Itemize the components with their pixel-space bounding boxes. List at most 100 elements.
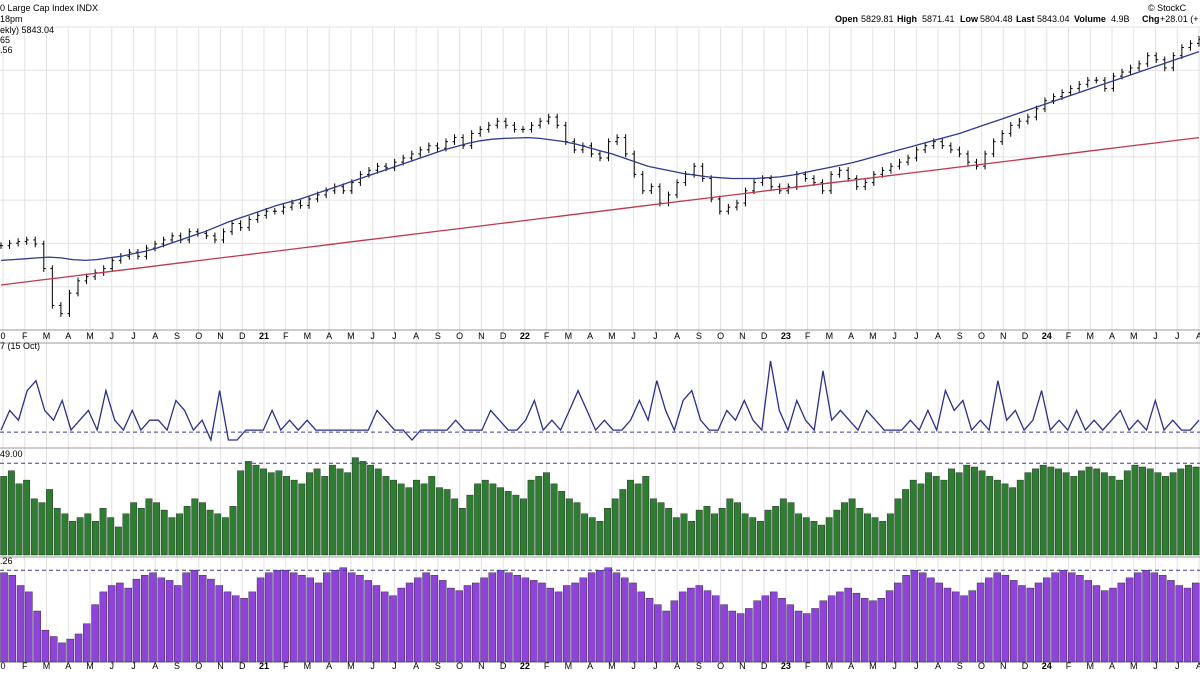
green-bar bbox=[382, 476, 390, 556]
chart-title: 0 Large Cap Index INDX bbox=[0, 3, 98, 13]
price-bar bbox=[33, 236, 38, 248]
green-bar bbox=[191, 498, 199, 556]
price-bar bbox=[1077, 81, 1082, 92]
purple-bar bbox=[662, 610, 670, 663]
x-tick-label-lower: A bbox=[152, 661, 158, 671]
green-bar bbox=[61, 513, 69, 556]
x-tick-label-upper: J bbox=[1175, 331, 1180, 341]
purple-bar bbox=[1026, 587, 1034, 663]
purple-bar bbox=[786, 604, 794, 663]
x-tick-label-lower: D bbox=[239, 661, 246, 671]
purple-bar bbox=[74, 633, 83, 663]
green-bar bbox=[76, 517, 84, 556]
price-bar bbox=[1008, 121, 1013, 137]
price-bar bbox=[965, 150, 970, 166]
price-bar bbox=[93, 269, 98, 281]
x-tick-label-lower: J bbox=[1175, 661, 1180, 671]
green-bar bbox=[336, 468, 344, 556]
green-bar bbox=[925, 472, 932, 556]
green-bar bbox=[260, 468, 268, 556]
x-tick-label-lower: J bbox=[1153, 661, 1158, 671]
price-bar bbox=[1025, 113, 1030, 125]
green-bar bbox=[7, 470, 15, 556]
price-bar bbox=[341, 183, 346, 195]
green-bar bbox=[1047, 466, 1055, 556]
price-bar bbox=[897, 158, 902, 170]
green-bar bbox=[520, 498, 527, 556]
x-tick-label-lower: A bbox=[587, 661, 593, 671]
x-tick-label-upper: M bbox=[347, 331, 355, 341]
green-bar bbox=[1078, 470, 1085, 556]
green-bar bbox=[978, 470, 986, 556]
x-tick-label-upper: M bbox=[608, 331, 616, 341]
watermark: © StockC bbox=[1148, 3, 1187, 13]
purple-bar bbox=[232, 595, 240, 663]
purple-bar bbox=[894, 582, 902, 663]
green-bar bbox=[779, 498, 787, 556]
green-bar bbox=[92, 521, 99, 556]
purple-bar bbox=[149, 572, 157, 663]
price-bar bbox=[76, 277, 81, 297]
purple-bar bbox=[438, 580, 447, 663]
x-tick-label-lower: F bbox=[1066, 661, 1072, 671]
price-bar bbox=[1034, 105, 1039, 121]
green-bar bbox=[1070, 476, 1078, 556]
purple-bar bbox=[654, 604, 662, 663]
purple-bar bbox=[16, 585, 25, 663]
purple-bar-panel bbox=[0, 567, 1200, 663]
x-tick-label-lower: A bbox=[326, 661, 332, 671]
purple-bar bbox=[298, 575, 306, 663]
x-tick-label-lower: N bbox=[217, 661, 224, 671]
x-tick-label-upper: O bbox=[717, 331, 724, 341]
green-bar bbox=[1024, 472, 1032, 556]
purple-bar bbox=[49, 636, 58, 663]
purple-bar bbox=[389, 595, 397, 663]
x-tick-label-upper: M bbox=[826, 331, 834, 341]
green-bar bbox=[1085, 466, 1093, 556]
x-tick-label-lower: M bbox=[1130, 661, 1138, 671]
price-bar bbox=[7, 239, 12, 249]
purple-bar bbox=[1109, 587, 1117, 663]
purple-bar bbox=[803, 613, 811, 663]
green-bar bbox=[504, 491, 512, 556]
purple-bar bbox=[637, 591, 646, 663]
purple-bar bbox=[769, 591, 778, 663]
green-bar bbox=[298, 483, 306, 556]
purple-bar bbox=[695, 585, 703, 663]
x-tick-label-upper: 22 bbox=[520, 331, 530, 341]
ohlc-volume-label: Volume bbox=[1074, 14, 1106, 24]
x-tick-label-lower: D bbox=[500, 661, 507, 671]
purple-bar bbox=[372, 585, 381, 663]
price-bar bbox=[435, 142, 440, 152]
x-tick-label-upper: N bbox=[217, 331, 224, 341]
green-bar bbox=[573, 502, 581, 556]
x-tick-label-lower: M bbox=[608, 661, 616, 671]
x-tick-label-lower: A bbox=[1109, 661, 1115, 671]
green-bar bbox=[535, 476, 543, 556]
purple-bar bbox=[819, 600, 828, 663]
green-bar bbox=[703, 506, 711, 556]
green-bar bbox=[871, 517, 879, 556]
purple-bar bbox=[422, 572, 430, 663]
green-bar bbox=[955, 472, 963, 556]
green-bar bbox=[772, 506, 780, 556]
purple-bar bbox=[596, 570, 604, 663]
price-bar bbox=[700, 162, 705, 182]
green-bar bbox=[741, 513, 749, 556]
green-bar bbox=[734, 502, 741, 556]
x-tick-label-upper: F bbox=[22, 331, 28, 341]
purple-bar bbox=[165, 580, 174, 663]
x-tick-label-lower: O bbox=[195, 661, 202, 671]
green-bar bbox=[489, 483, 497, 556]
green-bar bbox=[321, 476, 329, 556]
green-bar bbox=[863, 513, 871, 556]
green-bar bbox=[909, 479, 917, 556]
purple-bar bbox=[91, 604, 99, 663]
purple-bar bbox=[910, 570, 919, 663]
price-bar bbox=[580, 142, 585, 154]
green-bar bbox=[474, 483, 482, 556]
price-bar bbox=[58, 302, 63, 317]
ohlc-chg-label: Chg bbox=[1142, 14, 1160, 24]
green-bar bbox=[458, 507, 466, 556]
price-panel bbox=[0, 36, 1200, 317]
